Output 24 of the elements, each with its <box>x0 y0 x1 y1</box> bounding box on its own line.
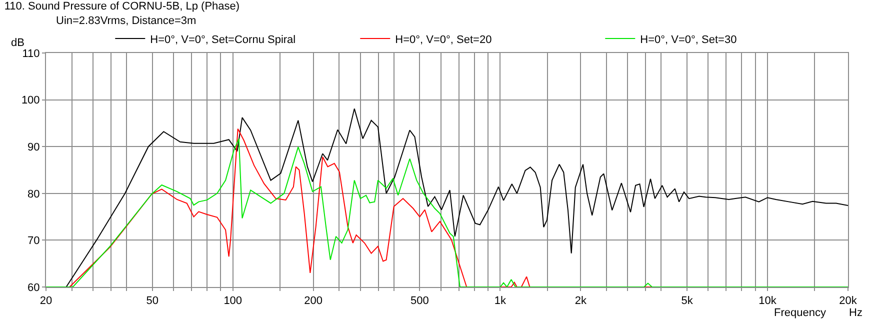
x-axis-title: Frequency <box>774 307 826 319</box>
x-tick-label: 1k <box>494 295 506 308</box>
y-tick-label: 90 <box>28 141 40 154</box>
x-tick-label: 2k <box>574 295 587 308</box>
text: Uin=2.83Vrms, Distance=3m <box>56 15 196 27</box>
x-tick-label: 500 <box>410 295 429 308</box>
legend-label: H=0°, V=0°, Set=30 <box>640 34 737 46</box>
x-tick-label: 20 <box>40 295 52 308</box>
text: Hz <box>849 307 862 319</box>
x-tick-label: 50 <box>146 295 159 308</box>
x-tick-label: 100 <box>224 295 242 308</box>
y-tick-label: 110 <box>22 48 40 60</box>
x-tick-label: 20k <box>839 295 858 308</box>
chart-title: 110. Sound Pressure of CORNU-5B, Lp (Phase) <box>4 0 240 12</box>
y-axis-title: dB <box>11 37 24 49</box>
x-tick-label: 5k <box>681 295 694 308</box>
x-tick-label: 10k <box>758 295 777 308</box>
y-tick-label: 80 <box>28 188 40 200</box>
legend-label: H=0°, V=0°, Set=Cornu Spiral <box>150 34 296 46</box>
y-tick-label: 100 <box>21 94 40 107</box>
x-tick-label: 200 <box>304 295 323 308</box>
legend-label: H=0°, V=0°, Set=20 <box>395 34 492 46</box>
y-tick-label: 60 <box>28 282 40 294</box>
y-tick-label: 70 <box>28 235 40 248</box>
